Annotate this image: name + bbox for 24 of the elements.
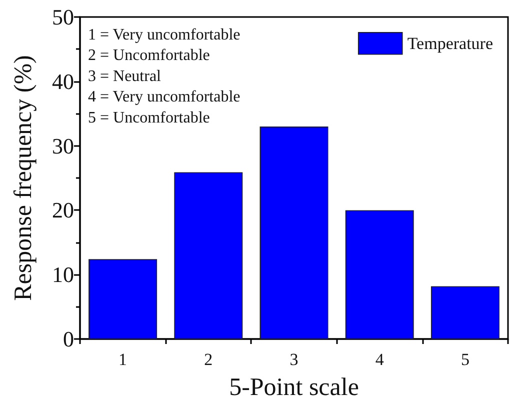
y-tick-label: 10 xyxy=(52,262,74,288)
y-tick-label: 20 xyxy=(52,198,74,223)
annotation: 2 = Uncomfortable xyxy=(88,47,210,64)
annotation: 4 = Very uncomfortable xyxy=(88,88,240,106)
bar xyxy=(345,210,414,339)
y-axis-title: Response frequency (%) xyxy=(10,55,37,301)
bar xyxy=(88,259,158,339)
annotation: 5 = Uncomfortable xyxy=(88,109,210,126)
y-tick-label: 50 xyxy=(52,4,74,30)
bar xyxy=(174,172,243,339)
x-tick-label: 1 xyxy=(118,350,128,369)
x-tick-label: 2 xyxy=(204,350,213,369)
x-tick-label: 3 xyxy=(290,350,298,369)
annotation: 1 = Very uncomfortable xyxy=(88,26,240,44)
y-tick-label: 30 xyxy=(52,133,74,158)
y-tick-label: 0 xyxy=(63,326,74,352)
y-tick-label: 40 xyxy=(52,68,74,94)
legend-label: Temperature xyxy=(407,34,494,53)
bar xyxy=(430,286,500,339)
annotation: 3 = Neutral xyxy=(88,68,162,85)
x-axis-title: 5-Point scale xyxy=(229,374,359,401)
x-tick-label: 4 xyxy=(375,350,384,369)
x-tick-label: 5 xyxy=(460,350,470,369)
bar xyxy=(260,126,328,339)
